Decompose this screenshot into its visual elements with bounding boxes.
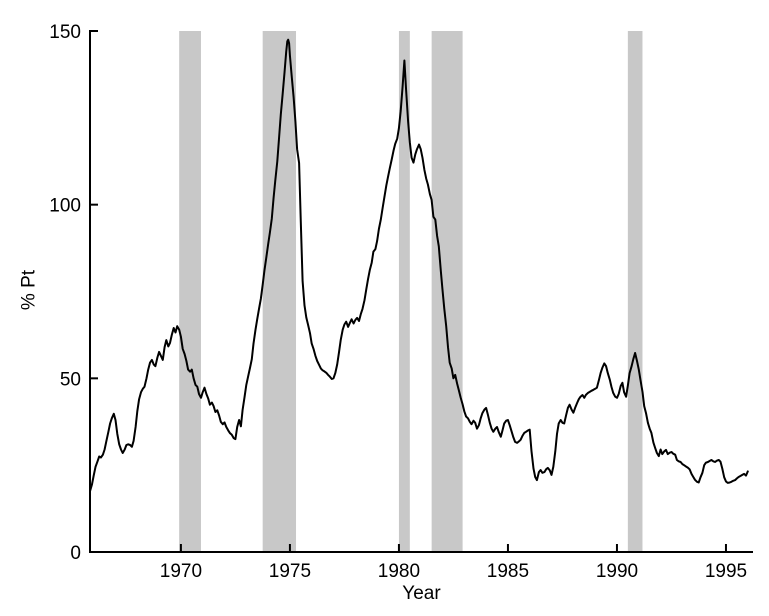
recession-band [627, 31, 643, 552]
y-tick-label: 50 [60, 369, 81, 390]
x-axis-title: Year [402, 583, 441, 604]
recession-band [431, 31, 463, 552]
x-tick-label: 1985 [487, 561, 529, 582]
recession-band [398, 31, 410, 552]
y-tick-label: 100 [49, 196, 81, 217]
data-line [89, 38, 749, 493]
x-tick-label: 1990 [596, 561, 638, 582]
y-axis-title: % Pt [18, 269, 40, 311]
x-tick-label: 1975 [269, 561, 311, 582]
x-tick-label: 1970 [160, 561, 202, 582]
y-tick-label: 150 [49, 22, 81, 43]
recession-band [262, 31, 297, 552]
recession-band [179, 31, 201, 552]
y-tick-label: 0 [70, 543, 81, 564]
x-tick-label: 1980 [378, 561, 420, 582]
x-tick-label: 1995 [705, 561, 747, 582]
